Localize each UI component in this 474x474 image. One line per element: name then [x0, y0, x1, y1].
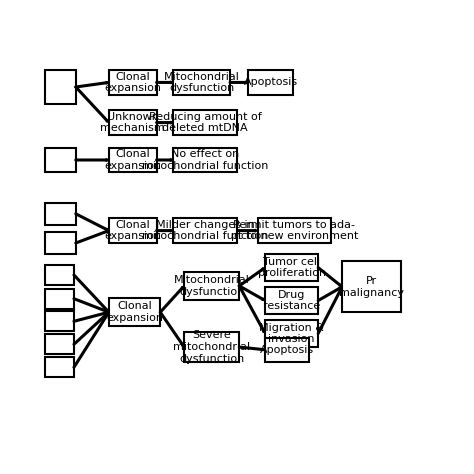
FancyBboxPatch shape — [109, 299, 160, 326]
FancyBboxPatch shape — [45, 357, 74, 377]
FancyBboxPatch shape — [109, 110, 156, 136]
Text: Mitochondrial
dysfunction: Mitochondrial dysfunction — [164, 72, 239, 93]
Text: Migration &
invasion: Migration & invasion — [259, 322, 324, 344]
FancyBboxPatch shape — [173, 218, 237, 243]
FancyBboxPatch shape — [45, 70, 76, 104]
FancyBboxPatch shape — [265, 338, 309, 362]
FancyBboxPatch shape — [184, 272, 239, 300]
Text: Severe
mitochondrial
dysfunction: Severe mitochondrial dysfunction — [173, 330, 250, 364]
Text: Clonal
expansion: Clonal expansion — [104, 149, 161, 171]
FancyBboxPatch shape — [109, 218, 156, 243]
Text: Pr
malignancy: Pr malignancy — [339, 276, 404, 298]
FancyBboxPatch shape — [45, 203, 76, 225]
FancyBboxPatch shape — [45, 232, 76, 254]
Text: Drug
resistance: Drug resistance — [263, 290, 320, 311]
Text: No effect on
mitochondrial function: No effect on mitochondrial function — [142, 149, 268, 171]
FancyBboxPatch shape — [265, 287, 318, 314]
FancyBboxPatch shape — [258, 218, 331, 243]
Text: Reducing amount of
deleted mtDNA: Reducing amount of deleted mtDNA — [149, 112, 262, 133]
Text: Clonal
expansion: Clonal expansion — [104, 220, 161, 241]
FancyBboxPatch shape — [173, 110, 237, 136]
FancyBboxPatch shape — [342, 261, 401, 312]
FancyBboxPatch shape — [109, 148, 156, 172]
Text: Permit tumors to ada-
pt to new environment: Permit tumors to ada- pt to new environm… — [231, 220, 358, 241]
FancyBboxPatch shape — [265, 319, 318, 347]
Text: Tumor cell
proliferation: Tumor cell proliferation — [257, 257, 326, 278]
FancyBboxPatch shape — [265, 254, 318, 282]
FancyBboxPatch shape — [45, 311, 74, 331]
FancyBboxPatch shape — [45, 148, 76, 172]
FancyBboxPatch shape — [248, 70, 292, 95]
Text: Unknown
mechanism: Unknown mechanism — [100, 112, 165, 133]
Text: Milder changes in
mitochondrial function: Milder changes in mitochondrial function — [142, 220, 268, 241]
Text: Clonal
expansion: Clonal expansion — [106, 301, 163, 323]
FancyBboxPatch shape — [173, 70, 230, 95]
Text: Apoptosis: Apoptosis — [260, 345, 314, 355]
Text: Apoptosis: Apoptosis — [244, 77, 298, 87]
FancyBboxPatch shape — [45, 334, 74, 355]
FancyBboxPatch shape — [45, 289, 74, 309]
Text: Clonal
expansion: Clonal expansion — [104, 72, 161, 93]
FancyBboxPatch shape — [45, 265, 74, 285]
FancyBboxPatch shape — [173, 148, 237, 172]
FancyBboxPatch shape — [184, 332, 239, 362]
FancyBboxPatch shape — [109, 70, 156, 95]
Text: Mitochondrial
dysfunction: Mitochondrial dysfunction — [174, 275, 250, 297]
